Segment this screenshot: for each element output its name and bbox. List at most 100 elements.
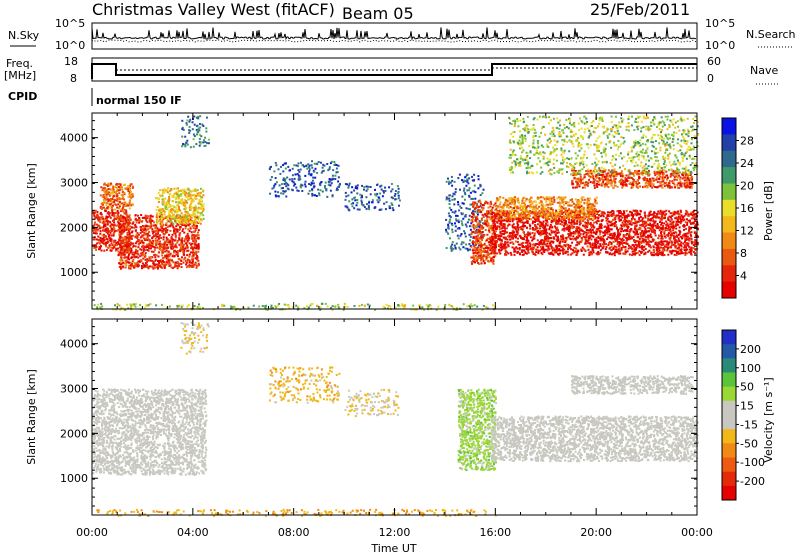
power-pixel-9-838 (517, 228, 520, 231)
power-pixel-2-1012 (180, 239, 183, 242)
power-pixel-8-325 (487, 216, 490, 218)
power-pixel-6-24 (363, 188, 365, 191)
power-pixel-2-710 (167, 220, 170, 223)
power-pixel-6-6 (351, 198, 354, 201)
power-pixel-9-1522 (531, 227, 534, 229)
power-pixel-2-720 (151, 236, 154, 239)
power-pixel-1-102 (124, 183, 127, 186)
power-pixel-9-970 (694, 220, 697, 222)
power-pixel-0-116 (112, 212, 115, 214)
power-pixel-5-60 (321, 190, 324, 193)
power-pixel-3-42 (161, 208, 164, 211)
power-pixel-5-186 (328, 178, 331, 180)
power-pixel-8-144 (480, 259, 483, 262)
power-pixel-9-47 (548, 228, 551, 231)
power-pixel-9-430 (545, 248, 548, 251)
power-pixel-2-610 (172, 238, 175, 241)
power-pixel-7-226 (461, 195, 464, 198)
power-pixel-2-211 (143, 237, 145, 240)
power-pixel-2-112 (125, 243, 128, 246)
power-pixel-9-1491 (553, 248, 556, 251)
power-pixel-9-1771 (661, 213, 664, 216)
power-pixel-7-162 (457, 221, 460, 224)
power-pixel-9-1073 (641, 245, 644, 248)
power-pixel-9-1337 (609, 228, 612, 231)
power-pixel-2-640 (123, 247, 126, 250)
power-pixel-4-41 (186, 139, 189, 142)
power-pixel-3-115 (194, 219, 197, 222)
power-pixel-9-956 (518, 243, 521, 246)
power-pixel-2-299 (141, 246, 143, 248)
power-pixel-9-914 (571, 241, 574, 244)
power-pixel-5-25 (327, 180, 330, 183)
power-pixel-8-389 (487, 202, 490, 205)
power-pixel-2-432 (144, 262, 147, 264)
power-pixel-5-194 (329, 184, 332, 187)
power-pixel-2-439 (125, 240, 128, 243)
power-pixel-8-64 (478, 200, 480, 203)
power-pixel-6-107 (382, 190, 385, 192)
power-pixel-3-196 (198, 198, 201, 201)
power-pixel-8-168 (487, 212, 490, 215)
power-pixel-9-1281 (677, 219, 679, 221)
power-pixel-0-352 (113, 232, 115, 235)
power-pixel-9-948 (527, 231, 530, 234)
power-pixel-2-954 (176, 230, 179, 233)
power-pixel-0-121 (94, 209, 97, 212)
power-pixel-8-171 (472, 260, 474, 263)
power-pixel-2-868 (195, 266, 198, 269)
power-pixel-5-201 (307, 173, 310, 176)
power-pixel-9-883 (671, 234, 673, 237)
power-pixel-5-148 (280, 187, 283, 190)
power-pixel-3-251 (160, 220, 163, 223)
power-pixel-7-125 (454, 222, 456, 225)
power-pixel-5-128 (322, 169, 325, 172)
power-pixel-0-100 (116, 220, 119, 223)
power-pixel-2-255 (189, 227, 192, 230)
power-pixel-9-1620 (684, 239, 687, 242)
power-pixel-9-1227 (574, 232, 577, 235)
power-pixel-6-42 (360, 199, 363, 202)
power-pixel-2-329 (133, 262, 136, 264)
power-pixel-9-1036 (567, 247, 569, 250)
power-pixel-6-16 (382, 191, 385, 194)
power-pixel-3-359 (185, 215, 188, 218)
power-pixel-2-936 (120, 246, 123, 249)
power-pixel-9-844 (515, 229, 518, 232)
power-pixel-4-66 (200, 135, 203, 138)
power-pixel-3-184 (167, 201, 170, 204)
power-pixel-5-57 (335, 189, 338, 192)
power-pixel-2-312 (167, 241, 170, 244)
power-pixel-9-1428 (656, 250, 659, 253)
power-pixel-4-4 (181, 145, 184, 148)
power-pixel-6-26 (365, 185, 368, 188)
power-pixel-2-216 (119, 251, 122, 254)
power-pixel-5-165 (280, 192, 283, 195)
power-pixel-2-953 (176, 223, 179, 225)
power-pixel-2-769 (165, 260, 168, 263)
power-pixel-8-345 (490, 208, 493, 211)
power-pixel-9-958 (685, 232, 688, 235)
power-pixel-6-112 (391, 203, 394, 206)
power-pixel-9-1513 (588, 230, 591, 233)
power-pixel-7-83 (451, 243, 454, 246)
power-pixel-9-1518 (500, 249, 503, 252)
power-pixel-6-72 (388, 205, 391, 208)
power-pixel-9-239 (614, 218, 617, 221)
power-pixel-3-72 (179, 217, 182, 220)
power-pixel-3-417 (163, 197, 166, 200)
power-pixel-0-360 (101, 215, 104, 218)
power-pixel-2-558 (181, 230, 184, 233)
power-pixel-8-288 (474, 243, 477, 246)
power-pixel-4-42 (196, 124, 199, 127)
power-pixel-5-73 (327, 183, 330, 186)
power-pixel-7-144 (464, 247, 467, 250)
power-pixel-9-1780 (568, 245, 570, 248)
power-pixel-6-0 (344, 198, 347, 201)
power-pixel-5-34 (273, 184, 276, 187)
power-pixel-1-163 (115, 183, 118, 186)
power-pixel-0-158 (114, 239, 117, 242)
power-pixel-5-74 (324, 185, 326, 188)
power-pixel-7-141 (462, 217, 465, 220)
power-pixel-9-510 (656, 249, 658, 251)
